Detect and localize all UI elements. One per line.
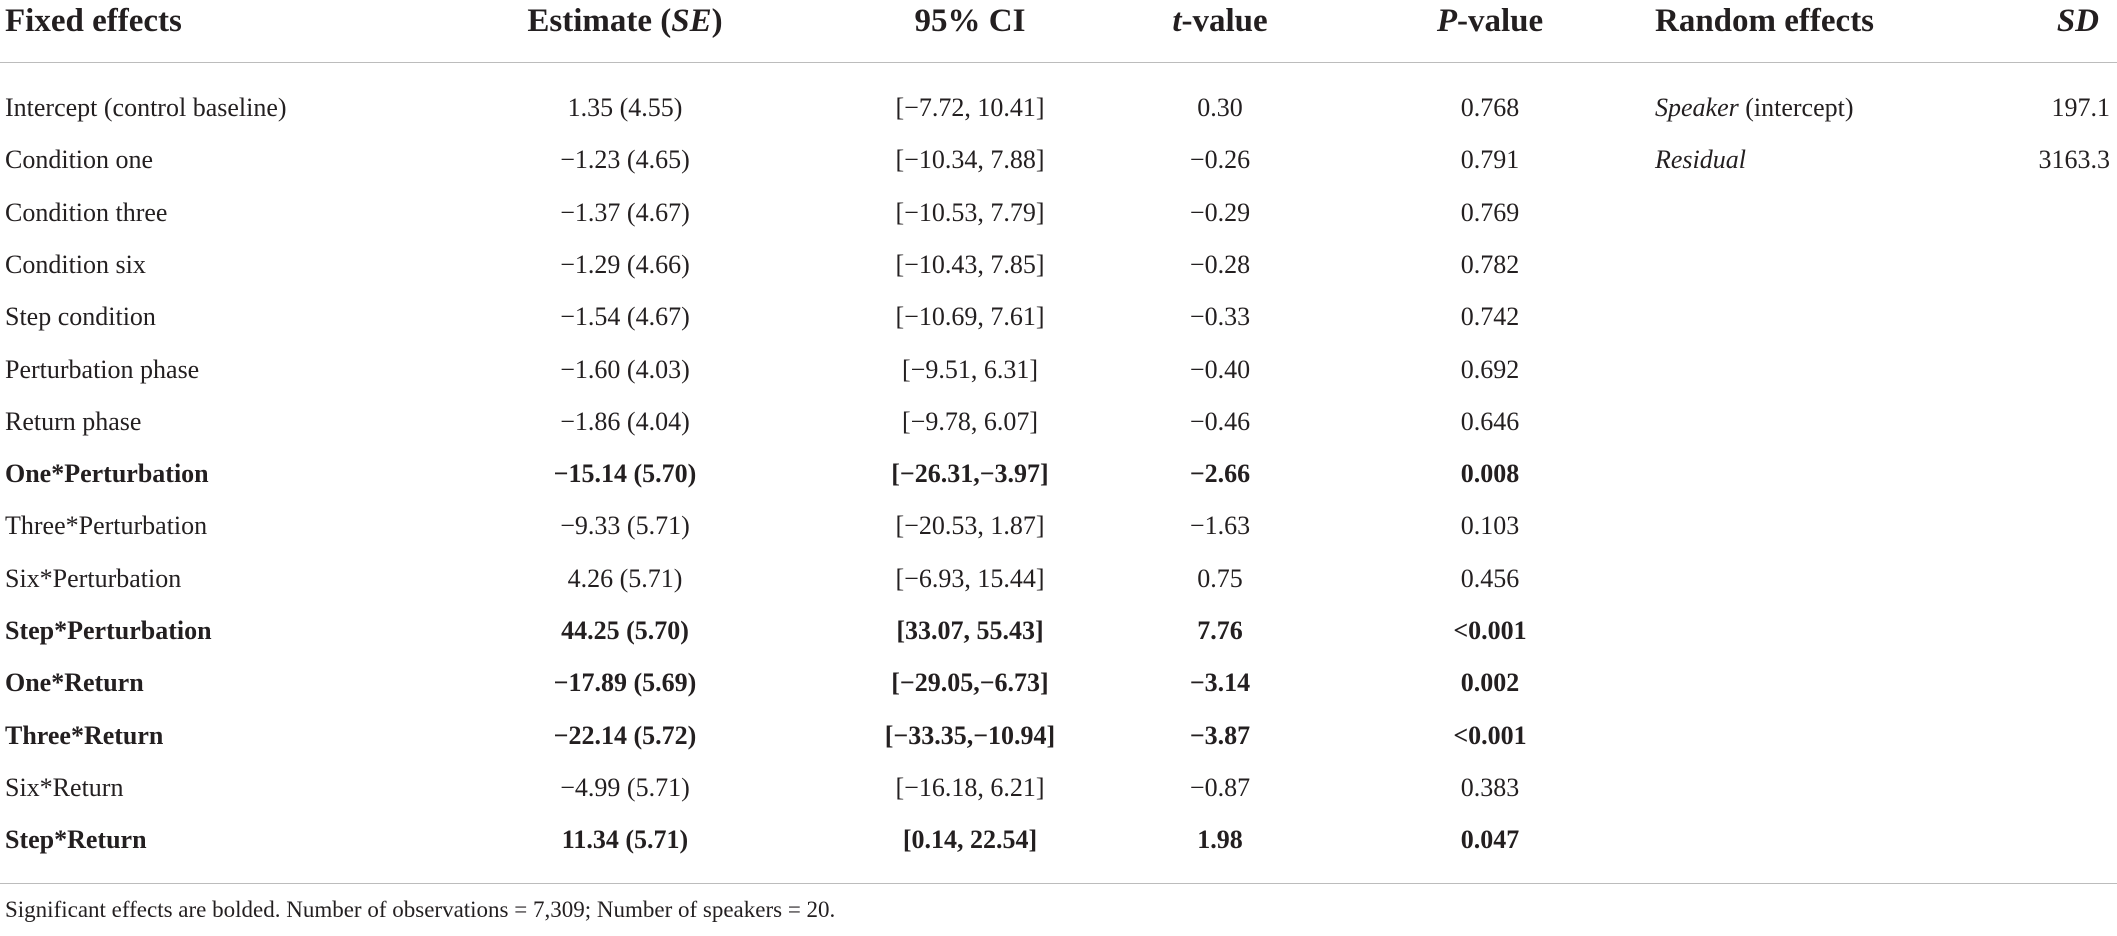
footer-rule <box>0 883 2117 884</box>
row-estimate: 4.26 (5.71) <box>567 563 683 593</box>
row-ci: [−10.53, 7.79] <box>895 197 1045 227</box>
row-estimate: −1.23 (4.65) <box>560 145 690 175</box>
row-ci: [33.07, 55.43] <box>896 616 1044 645</box>
header-p-value: P-value <box>1436 3 1544 39</box>
row-t-value: 0.30 <box>1197 93 1243 122</box>
row-estimate: −1.60 (4.03) <box>560 354 690 384</box>
row-label: Perturbation phase <box>5 354 200 384</box>
row-p-value: 0.456 <box>1460 563 1520 593</box>
row-estimate: −4.99 (5.71) <box>560 772 690 802</box>
row-t-value: −0.28 <box>1189 249 1251 279</box>
row-ci: [−10.69, 7.61] <box>895 302 1045 332</box>
row-estimate: 44.25 (5.70) <box>561 616 689 645</box>
row-t-value: −0.29 <box>1189 197 1251 227</box>
row-t-value: −0.26 <box>1189 145 1251 175</box>
row-t-value: −3.87 <box>1189 720 1251 750</box>
row-t-value: 0.75 <box>1197 563 1243 593</box>
row-t-value: −0.46 <box>1189 406 1251 436</box>
row-ci: [−7.72, 10.41] <box>895 93 1045 122</box>
row-ci: [−20.53, 1.87] <box>895 511 1045 541</box>
header-sd: SD <box>2056 3 2099 39</box>
row-ci: [−29.05,−6.73] <box>891 668 1049 698</box>
row-p-value: 0.742 <box>1460 302 1520 332</box>
row-label: Condition six <box>5 249 146 279</box>
row-p-value: 0.646 <box>1460 406 1520 436</box>
row-estimate: −17.89 (5.69) <box>553 668 697 698</box>
row-ci: [−9.51, 6.31] <box>902 354 1038 384</box>
row-p-value: <0.001 <box>1453 720 1527 750</box>
row-label: Return phase <box>5 406 142 436</box>
row-ci: [−6.93, 15.44] <box>895 563 1045 593</box>
row-ci: [−9.78, 6.07] <box>902 406 1038 436</box>
header-fixed-effects: Fixed effects <box>5 3 182 39</box>
row-label: Six*Return <box>5 772 124 802</box>
row-estimate: −1.54 (4.67) <box>560 302 690 332</box>
row-ci: [−10.43, 7.85] <box>895 249 1045 279</box>
row-estimate: −15.14 (5.70) <box>553 459 697 489</box>
row-t-value: −0.33 <box>1189 302 1251 332</box>
row-estimate: 11.34 (5.71) <box>561 825 689 855</box>
header-estimate: Estimate (SE) <box>527 3 723 39</box>
row-estimate: −1.29 (4.66) <box>560 249 690 279</box>
header-t-value: t-value <box>1172 3 1268 39</box>
row-label: Three*Return <box>5 720 164 750</box>
row-label: Intercept (control baseline) <box>5 93 287 122</box>
row-estimate: −1.86 (4.04) <box>560 406 690 436</box>
row-t-value: −1.63 <box>1189 511 1251 541</box>
row-p-value: 0.047 <box>1460 825 1520 855</box>
row-p-value: 0.692 <box>1460 354 1520 384</box>
row-ci: [0.14, 22.54] <box>902 825 1038 855</box>
row-label: Condition one <box>5 145 154 175</box>
row-p-value: <0.001 <box>1453 616 1527 645</box>
random-row-sd: 3163.3 <box>2038 145 2111 175</box>
row-label: Step*Return <box>5 825 147 855</box>
row-label: Six*Perturbation <box>5 563 182 593</box>
row-t-value: 7.76 <box>1197 616 1243 645</box>
random-row-sd: 197.1 <box>2051 93 2111 122</box>
row-label: One*Return <box>5 668 144 698</box>
row-label: One*Perturbation <box>5 459 209 489</box>
row-t-value: 1.98 <box>1197 825 1243 855</box>
row-p-value: 0.791 <box>1460 145 1520 175</box>
row-ci: [−10.34, 7.88] <box>895 145 1045 175</box>
row-ci: [−26.31,−3.97] <box>891 459 1049 489</box>
row-estimate: −22.14 (5.72) <box>553 720 697 750</box>
row-label: Three*Perturbation <box>5 511 208 541</box>
row-t-value: −0.87 <box>1189 772 1251 802</box>
row-label: Step condition <box>5 302 156 332</box>
row-p-value: 0.383 <box>1460 772 1520 802</box>
row-estimate: 1.35 (4.55) <box>567 93 683 122</box>
header-random-effects: Random effects <box>1655 3 1875 39</box>
random-row-label: Residual <box>1655 145 1746 175</box>
header-rule <box>0 62 2117 63</box>
row-p-value: 0.769 <box>1460 197 1520 227</box>
row-p-value: 0.782 <box>1460 249 1520 279</box>
row-label: Condition three <box>5 197 168 227</box>
row-p-value: 0.103 <box>1460 511 1520 541</box>
row-estimate: −1.37 (4.67) <box>560 197 690 227</box>
row-t-value: −3.14 <box>1189 668 1251 698</box>
header-ci: 95% CI <box>914 3 1026 39</box>
row-t-value: −0.40 <box>1189 354 1251 384</box>
random-row-label: Speaker (intercept) <box>1655 93 1854 122</box>
row-p-value: 0.002 <box>1460 668 1520 698</box>
table-footnote: Significant effects are bolded. Number o… <box>5 897 836 922</box>
row-ci: [−16.18, 6.21] <box>895 772 1045 802</box>
row-label: Step*Perturbation <box>5 616 212 645</box>
row-p-value: 0.768 <box>1460 93 1520 122</box>
row-estimate: −9.33 (5.71) <box>560 511 690 541</box>
row-t-value: −2.66 <box>1189 459 1251 489</box>
row-ci: [−33.35,−10.94] <box>884 720 1056 750</box>
row-p-value: 0.008 <box>1460 459 1520 489</box>
